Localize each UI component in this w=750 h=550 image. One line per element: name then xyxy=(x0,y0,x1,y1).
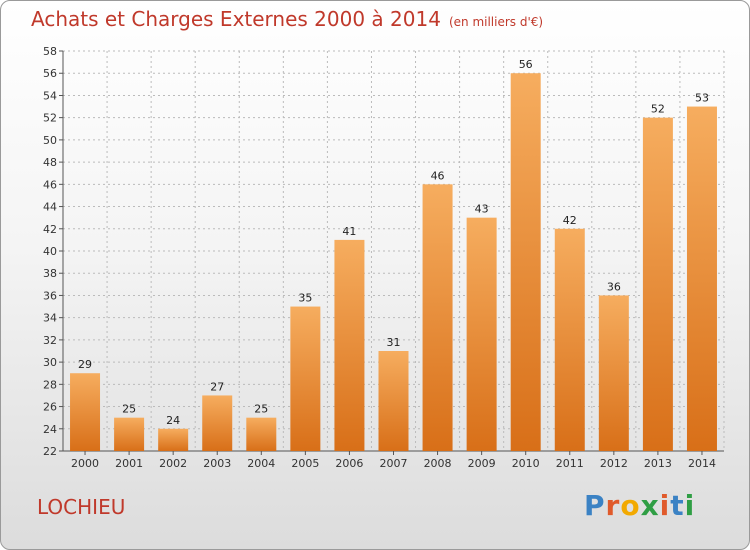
y-tick-label: 40 xyxy=(43,245,57,258)
logo-letter: r xyxy=(605,489,621,522)
bars xyxy=(70,73,717,452)
logo-letter: P xyxy=(584,489,606,522)
y-tick-label: 24 xyxy=(43,423,57,436)
x-tick-label: 2002 xyxy=(159,457,187,470)
x-tick-label: 2011 xyxy=(556,457,584,470)
x-tick-label: 2012 xyxy=(600,457,628,470)
y-tick-label: 50 xyxy=(43,134,57,147)
y-tick-label: 58 xyxy=(43,45,57,58)
chart-subtitle: (en milliers d'€) xyxy=(448,15,544,29)
x-tick-label: 2005 xyxy=(291,457,319,470)
x-tick-label: 2013 xyxy=(644,457,672,470)
y-tick-label: 42 xyxy=(43,223,57,236)
data-label: 46 xyxy=(431,169,445,182)
x-tick-label: 2008 xyxy=(424,457,452,470)
data-label: 53 xyxy=(695,92,709,105)
data-label: 24 xyxy=(166,414,180,427)
logo-letter: x xyxy=(640,489,660,522)
bar xyxy=(598,295,629,451)
x-tick-label: 2000 xyxy=(71,457,99,470)
x-tick-label: 2009 xyxy=(468,457,496,470)
x-tick-label: 2014 xyxy=(688,457,716,470)
data-label: 43 xyxy=(475,203,489,216)
y-tick-label: 28 xyxy=(43,378,57,391)
bar xyxy=(246,417,277,451)
bar xyxy=(290,306,321,451)
bar xyxy=(70,373,101,451)
x-tick-label: 2007 xyxy=(380,457,408,470)
axes: 22 24 26 28 30 32 34 36 38 40 42 44 46 48 50 52 54 56 58 20… xyxy=(43,45,724,470)
logo-letter: t xyxy=(670,489,685,522)
y-tick-label: 56 xyxy=(43,67,57,80)
data-label: 27 xyxy=(210,380,224,393)
logo-letter: o xyxy=(620,489,641,522)
y-tick-label: 36 xyxy=(43,289,57,302)
y-tick-label: 26 xyxy=(43,401,57,414)
proxiti-logo: Proxiti xyxy=(584,489,695,522)
bar xyxy=(158,428,189,451)
chart-title-text: Achats et Charges Externes 2000 à 2014 xyxy=(31,7,441,31)
data-label: 25 xyxy=(254,403,268,416)
bar xyxy=(466,217,497,451)
data-label: 35 xyxy=(298,292,312,305)
y-tick-label: 54 xyxy=(43,89,57,102)
y-tick-label: 44 xyxy=(43,201,57,214)
chart-title: Achats et Charges Externes 2000 à 2014 (e… xyxy=(31,7,543,31)
bar xyxy=(334,239,365,451)
data-label: 52 xyxy=(651,103,665,116)
logo-letter: i xyxy=(684,489,696,522)
data-label: 31 xyxy=(387,336,401,349)
x-tick-label: 2004 xyxy=(247,457,275,470)
x-tick-label: 2001 xyxy=(115,457,143,470)
bar xyxy=(510,73,541,451)
x-tick-label: 2003 xyxy=(203,457,231,470)
x-tick-label: 2010 xyxy=(512,457,540,470)
y-tick-label: 46 xyxy=(43,178,57,191)
data-label: 42 xyxy=(563,214,577,227)
y-tick-label: 32 xyxy=(43,334,57,347)
data-label: 36 xyxy=(607,280,621,293)
y-tick-label: 34 xyxy=(43,312,57,325)
y-tick-label: 52 xyxy=(43,112,57,125)
y-tick-label: 22 xyxy=(43,445,57,458)
bar xyxy=(554,228,585,451)
bar xyxy=(202,395,233,451)
x-tick-label: 2006 xyxy=(335,457,363,470)
bar xyxy=(114,417,145,451)
bar xyxy=(642,117,673,452)
y-tick-label: 48 xyxy=(43,156,57,169)
logo-letter: i xyxy=(659,489,671,522)
data-labels: 29 25 24 27 25 35 41 31 46 43 56 42 36 52 53 xyxy=(78,58,709,427)
y-tick-label: 30 xyxy=(43,356,57,369)
bar xyxy=(378,351,409,451)
commune-name: LOCHIEU xyxy=(37,495,126,519)
data-label: 25 xyxy=(122,403,136,416)
data-label: 29 xyxy=(78,358,92,371)
data-label: 41 xyxy=(342,225,356,238)
data-label: 56 xyxy=(519,58,533,71)
bar xyxy=(686,106,717,452)
bar xyxy=(422,184,453,452)
y-tick-label: 38 xyxy=(43,267,57,280)
